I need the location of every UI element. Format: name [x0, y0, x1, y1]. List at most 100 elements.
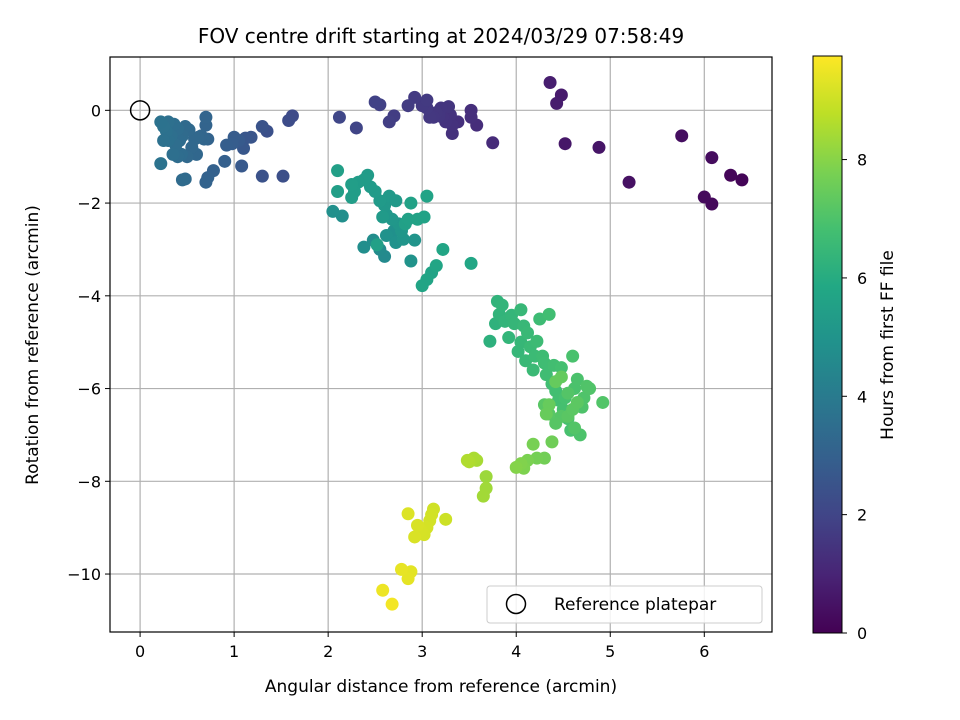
data-point [349, 121, 363, 135]
data-point [509, 460, 523, 474]
legend: Reference platepar [486, 585, 763, 624]
data-point [408, 233, 422, 247]
x-tick-label: 0 [135, 642, 145, 661]
colorbar-tick-label: 4 [857, 387, 867, 406]
data-point [395, 562, 409, 576]
data-point [583, 382, 597, 396]
data-point [549, 375, 563, 389]
data-point [566, 349, 580, 363]
legend-marker-reference [505, 593, 527, 615]
data-point [389, 194, 403, 208]
data-point [735, 173, 749, 187]
legend-label-reference: Reference platepar [554, 595, 716, 615]
x-tick-label: 2 [323, 642, 333, 661]
data-point [382, 115, 396, 129]
data-point [543, 76, 557, 90]
data-points [129, 76, 749, 611]
x-tick-label: 1 [229, 642, 239, 661]
data-point [464, 103, 478, 117]
data-point [326, 204, 340, 218]
data-point [550, 96, 564, 110]
data-point [417, 210, 431, 224]
data-point [332, 110, 346, 124]
x-tick-label: 6 [699, 642, 709, 661]
data-point [558, 137, 572, 151]
data-point [570, 395, 584, 409]
data-point [154, 157, 168, 171]
colorbar: 0 2 4 6 8 Hours from first FF file [812, 55, 898, 643]
data-point [345, 178, 359, 192]
data-point [370, 238, 384, 252]
data-point [622, 175, 636, 189]
colorbar-gradient [812, 55, 843, 634]
data-point [235, 159, 249, 173]
data-point [420, 189, 434, 203]
data-point [410, 518, 424, 532]
data-point [199, 175, 213, 189]
data-point [331, 184, 345, 198]
data-point [255, 169, 269, 183]
legend-box [486, 585, 763, 624]
x-axis-label: Angular distance from reference (arcmin) [265, 677, 617, 697]
reference-marker [129, 100, 151, 121]
data-point [331, 164, 345, 178]
data-point [218, 154, 232, 168]
y-axis-label: Rotation from reference (arcmin) [23, 205, 43, 485]
data-point [408, 530, 422, 544]
data-point [561, 386, 575, 400]
y-tick-label: −2 [77, 194, 101, 213]
data-point [368, 95, 382, 109]
y-tick-label: −10 [67, 565, 101, 584]
data-point [404, 196, 418, 210]
data-point [401, 507, 415, 521]
data-point [379, 229, 393, 243]
data-point [476, 489, 490, 503]
data-point [401, 99, 415, 113]
data-point [514, 303, 528, 317]
data-point [255, 120, 269, 134]
data-point [675, 129, 689, 143]
data-point [385, 597, 399, 611]
data-point [724, 168, 738, 182]
data-point [596, 395, 610, 409]
y-axis: 0 −2 −4 −6 −8 −10 [67, 101, 110, 584]
data-point [154, 115, 168, 129]
data-point [705, 151, 719, 165]
x-tick-label: 4 [511, 642, 521, 661]
y-tick-label: −6 [77, 380, 101, 399]
x-axis: 0 1 2 3 4 5 6 [135, 632, 709, 661]
data-point [486, 136, 500, 150]
chart-title: FOV centre drift starting at 2024/03/29 … [198, 24, 684, 48]
y-tick-label: −4 [77, 287, 101, 306]
data-point [276, 169, 290, 183]
data-point [429, 259, 443, 273]
data-point [554, 361, 568, 375]
x-tick-label: 5 [605, 642, 615, 661]
data-point [549, 416, 563, 430]
y-tick-label: −8 [77, 472, 101, 491]
data-point [568, 421, 582, 435]
colorbar-tick-label: 0 [857, 624, 867, 643]
data-point [345, 191, 359, 205]
data-point [460, 453, 474, 467]
data-point [697, 190, 711, 204]
data-point [376, 583, 390, 597]
plot-frame [109, 56, 773, 633]
data-point [539, 407, 553, 421]
data-point [439, 512, 453, 526]
data-point [542, 307, 556, 321]
data-point [521, 326, 535, 340]
data-point [526, 437, 540, 451]
data-point [401, 572, 415, 586]
data-point [479, 470, 493, 484]
data-point [420, 93, 434, 107]
y-tick-label: 0 [91, 101, 101, 120]
colorbar-tick-label: 2 [857, 506, 867, 525]
data-point [157, 133, 171, 147]
data-point [199, 110, 213, 124]
data-point [495, 298, 509, 312]
data-point [175, 173, 189, 187]
data-point [166, 147, 180, 161]
data-point [401, 212, 415, 226]
